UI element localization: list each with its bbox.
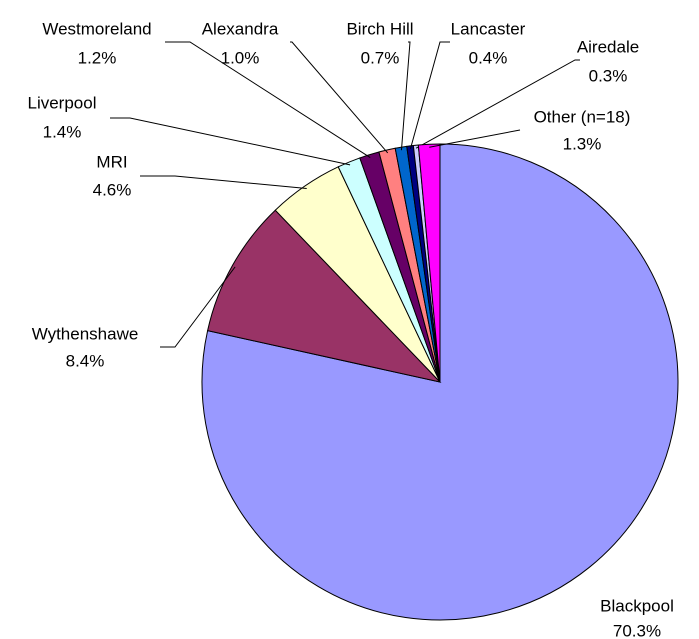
slice-label: Other (n=18) xyxy=(534,107,631,126)
pie-slice xyxy=(207,209,442,383)
slice-value-label: 4.6% xyxy=(93,180,132,199)
slice-label: Alexandra xyxy=(202,19,279,38)
leader-line xyxy=(400,41,411,151)
slice-label: MRI xyxy=(96,152,127,171)
pie-slice xyxy=(201,143,679,621)
slice-label: Westmoreland xyxy=(42,19,151,38)
slice-value-label: 1.0% xyxy=(221,48,260,67)
leader-line xyxy=(415,59,580,149)
leader-line xyxy=(110,117,351,166)
slice-label: Lancaster xyxy=(451,19,526,38)
slice-value-label: 70.3% xyxy=(613,621,661,639)
slice-label: Liverpool xyxy=(28,93,97,112)
leader-line xyxy=(160,266,236,348)
leader-line xyxy=(290,41,389,154)
leader-line xyxy=(140,175,307,189)
slice-value-label: 1.2% xyxy=(78,48,117,67)
slice-label: Wythenshawe xyxy=(32,324,139,343)
leader-line xyxy=(429,129,521,148)
slice-label: Airedale xyxy=(577,37,639,56)
leader-line xyxy=(409,41,450,150)
slice-label: Birch Hill xyxy=(346,19,413,38)
slice-label: Blackpool xyxy=(600,596,674,615)
slice-value-label: 0.4% xyxy=(469,48,508,67)
slice-value-label: 0.3% xyxy=(589,66,628,85)
slice-value-label: 8.4% xyxy=(66,351,105,370)
slice-value-label: 1.3% xyxy=(563,134,602,153)
slice-value-label: 0.7% xyxy=(361,48,400,67)
pie-slice xyxy=(417,143,441,383)
leader-line xyxy=(165,41,371,159)
slice-value-label: 1.4% xyxy=(43,122,82,141)
